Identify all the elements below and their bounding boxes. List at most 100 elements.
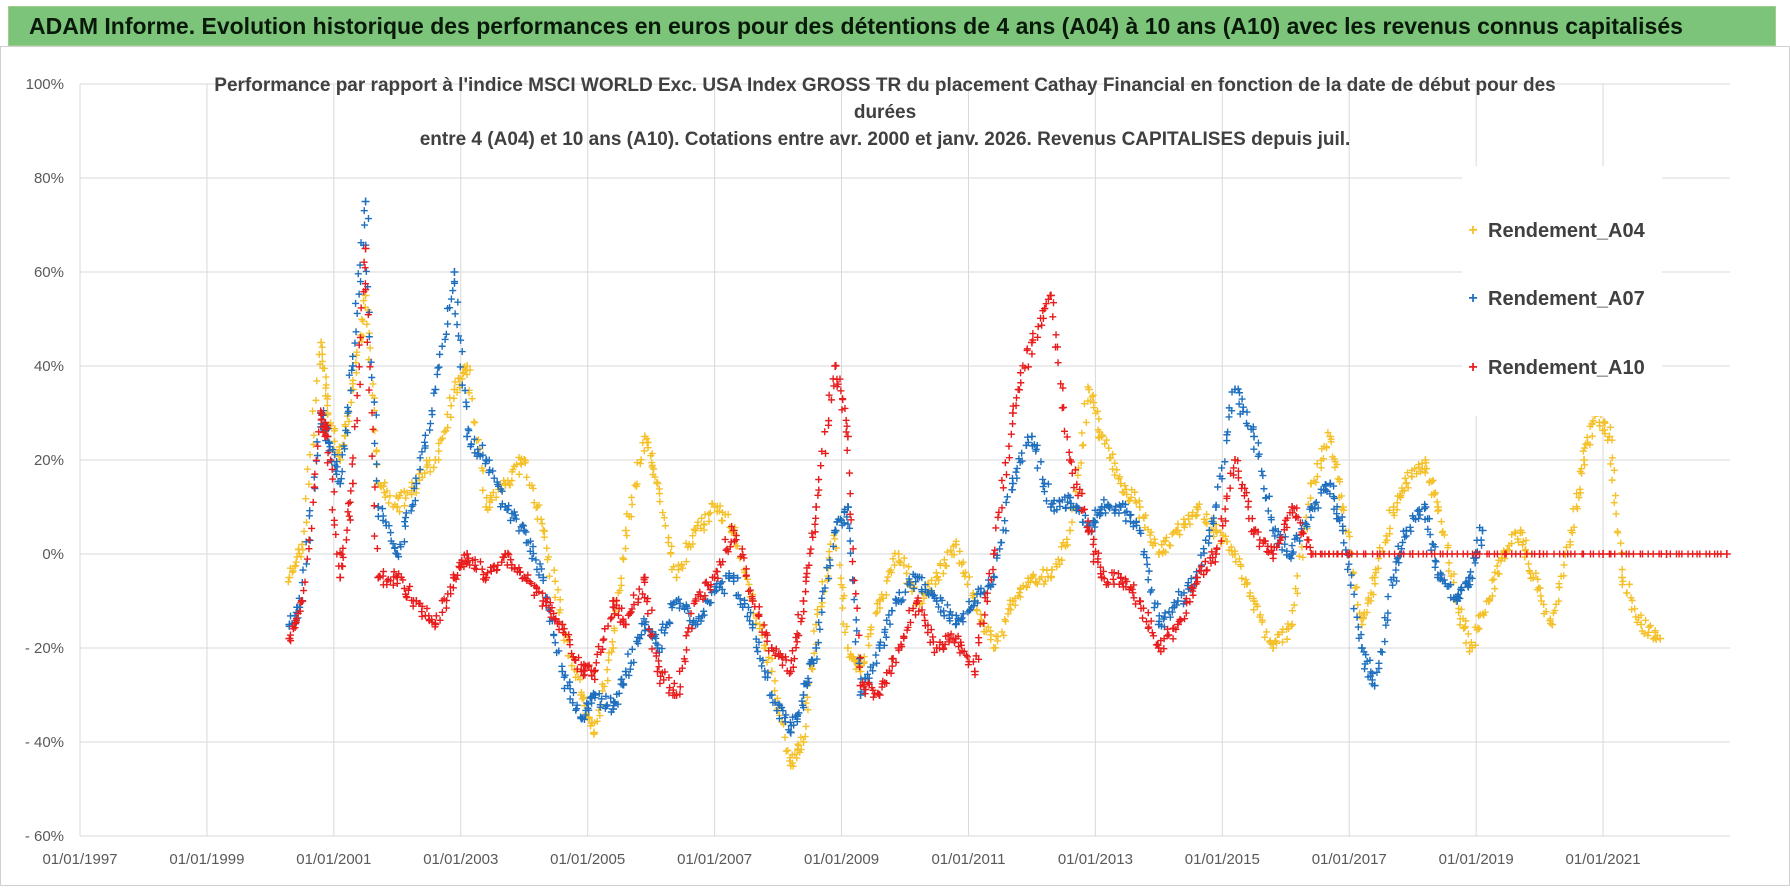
data-point [408, 502, 416, 510]
data-point [656, 679, 664, 687]
data-point [794, 740, 802, 748]
data-point [641, 627, 649, 635]
data-point [571, 656, 579, 664]
data-point [763, 637, 771, 645]
data-point [1601, 430, 1609, 438]
data-point [591, 675, 599, 683]
data-point [1039, 475, 1047, 483]
data-point [627, 513, 635, 521]
data-point [371, 427, 379, 435]
data-point [1642, 616, 1650, 624]
data-point [551, 577, 559, 585]
data-point [1096, 512, 1104, 520]
data-point [1143, 554, 1151, 562]
data-point [883, 679, 891, 687]
data-point [1350, 590, 1358, 598]
data-point [1160, 645, 1168, 653]
data-point [593, 650, 601, 658]
data-point [1203, 510, 1211, 518]
data-point [411, 497, 419, 505]
data-point [610, 610, 618, 618]
data-point [376, 482, 384, 490]
data-point [297, 553, 305, 561]
data-point [946, 617, 954, 625]
data-point [856, 663, 864, 671]
data-point [1478, 526, 1487, 535]
data-point [1579, 447, 1587, 455]
data-point [1065, 448, 1073, 456]
data-point [1288, 607, 1296, 615]
data-point [1424, 525, 1432, 533]
data-marks [284, 197, 1731, 770]
data-point [435, 363, 443, 371]
data-point [1078, 429, 1086, 437]
data-point [656, 498, 664, 506]
data-point [1147, 617, 1155, 625]
data-point [1115, 580, 1123, 588]
data-point [819, 588, 827, 596]
data-point [372, 411, 380, 419]
data-point [465, 554, 473, 562]
data-point [1060, 427, 1068, 435]
data-point [1166, 613, 1174, 621]
data-point [698, 514, 706, 522]
data-point [366, 344, 374, 352]
data-point [1362, 550, 1370, 558]
data-point [406, 582, 414, 590]
data-point [349, 376, 357, 384]
data-point [394, 553, 402, 561]
data-point [951, 639, 959, 647]
data-point [619, 680, 627, 688]
data-point [428, 407, 436, 415]
data-point [845, 469, 853, 477]
data-point [634, 640, 642, 648]
data-point [1028, 350, 1036, 358]
data-point [1613, 527, 1621, 535]
data-point [1607, 460, 1615, 468]
data-point [994, 513, 1002, 521]
data-point [318, 343, 326, 351]
data-point [370, 532, 378, 540]
data-point [1037, 458, 1045, 466]
data-point [498, 558, 506, 566]
data-point [836, 561, 844, 569]
data-point [1218, 464, 1226, 472]
data-point [743, 613, 751, 621]
data-point [366, 363, 374, 371]
data-point [1193, 511, 1201, 519]
data-point [1172, 625, 1180, 633]
data-point [1175, 617, 1183, 625]
data-point [1033, 464, 1041, 472]
data-point [1110, 569, 1118, 577]
data-point [471, 435, 479, 443]
data-point [1084, 528, 1092, 536]
data-point [1176, 531, 1184, 539]
data-point [1303, 543, 1310, 551]
data-point [782, 747, 790, 755]
data-point [637, 456, 645, 464]
data-point [983, 597, 991, 605]
data-point [1408, 472, 1416, 480]
data-point [311, 470, 319, 478]
legend-item-a07: + Rendement_A07 [1462, 284, 1644, 314]
data-point [755, 603, 763, 611]
data-point [309, 440, 317, 448]
data-point [421, 469, 429, 477]
data-point [931, 580, 939, 588]
data-point [1427, 546, 1435, 554]
data-point [1032, 579, 1040, 587]
data-point [720, 589, 728, 597]
data-point [1101, 440, 1109, 448]
data-point [918, 574, 926, 582]
data-point [1012, 402, 1020, 410]
data-point [998, 628, 1006, 636]
data-point [881, 626, 889, 634]
data-point [1029, 572, 1037, 580]
data-point [378, 505, 386, 513]
data-point [1042, 300, 1050, 308]
data-point [862, 685, 870, 693]
data-point [1221, 458, 1229, 466]
data-point [1080, 505, 1088, 513]
data-point [1145, 623, 1153, 631]
data-point [894, 550, 903, 558]
